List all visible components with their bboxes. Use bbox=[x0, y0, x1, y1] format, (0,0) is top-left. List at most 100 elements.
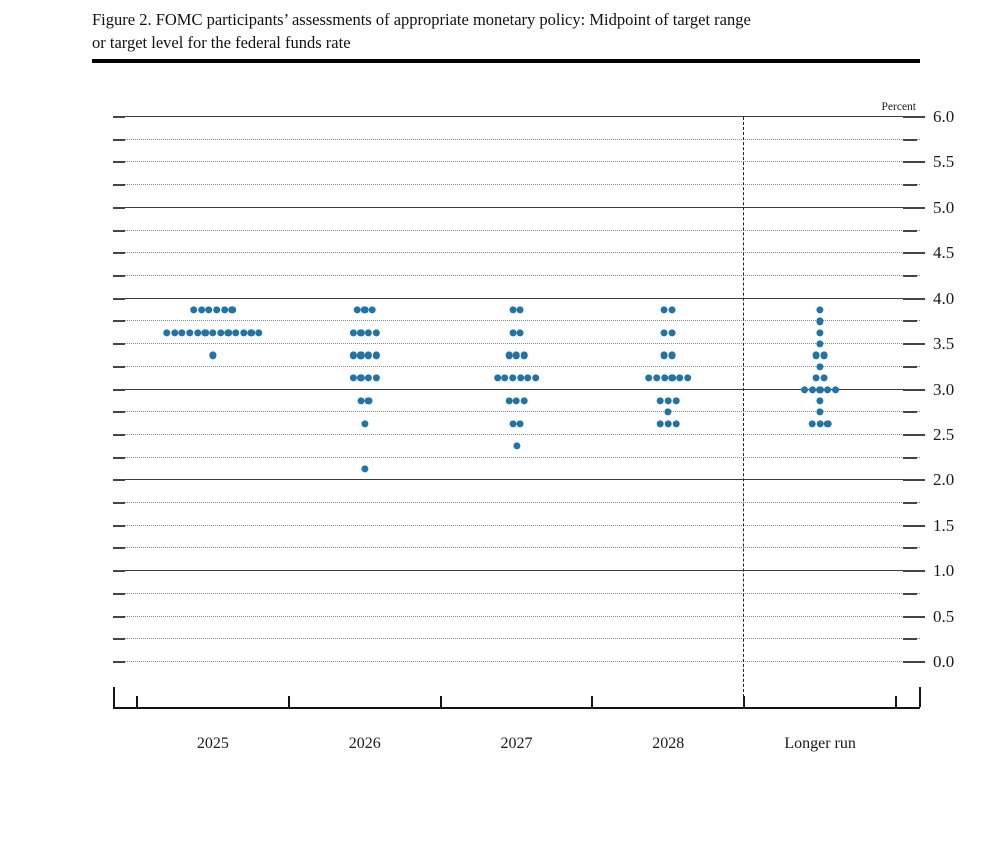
projection-dot bbox=[357, 397, 365, 405]
x-axis-label-longer-run: Longer run bbox=[784, 735, 856, 752]
x-axis-corner-tick bbox=[113, 687, 115, 707]
gridline-5.00 bbox=[113, 206, 920, 208]
dot-row-longer-run-2.625 bbox=[808, 419, 832, 428]
dot-row-2028-3.125 bbox=[645, 374, 692, 382]
projection-dot bbox=[676, 374, 684, 382]
dot-row-2026-3.125 bbox=[349, 374, 380, 382]
gridline-2.00 bbox=[113, 479, 920, 481]
dot-row-2028-2.875 bbox=[657, 397, 680, 405]
y-tick-left bbox=[113, 615, 125, 618]
projection-dot bbox=[657, 397, 665, 405]
gridline-6.00 bbox=[113, 116, 920, 117]
x-axis-label-2025: 2025 bbox=[196, 735, 229, 752]
y-axis-label: 1.5 bbox=[933, 515, 955, 535]
projection-dot bbox=[213, 306, 221, 314]
dot-row-longer-run-3.5 bbox=[816, 340, 824, 348]
projection-dot bbox=[660, 306, 669, 314]
projection-dot bbox=[368, 306, 376, 314]
y-tick-right bbox=[903, 116, 925, 118]
y-tick-left bbox=[113, 388, 125, 391]
dot-row-2026-3.375 bbox=[349, 351, 380, 360]
dot-row-2026-2.625 bbox=[361, 419, 369, 428]
projection-dot bbox=[228, 306, 236, 314]
projection-dot bbox=[668, 351, 676, 360]
x-axis-corner-tick bbox=[919, 687, 921, 707]
x-axis-tick bbox=[439, 696, 442, 707]
dot-row-longer-run-2.875 bbox=[816, 397, 824, 405]
x-axis-tick bbox=[895, 696, 897, 707]
projection-dot bbox=[372, 329, 380, 337]
x-axis-tick bbox=[287, 696, 290, 707]
projection-dot bbox=[812, 351, 820, 360]
dot-row-2027-3.375 bbox=[505, 351, 528, 360]
y-tick-right bbox=[903, 433, 925, 436]
dot-row-longer-run-2.75 bbox=[816, 408, 824, 416]
projection-dot bbox=[816, 419, 824, 428]
y-tick-left bbox=[113, 297, 125, 300]
projection-dot bbox=[372, 351, 380, 360]
gridline-4.00 bbox=[113, 297, 920, 299]
y-axis-label: 2.0 bbox=[933, 470, 955, 490]
dot-row-2025-3.375 bbox=[209, 351, 217, 360]
projection-dot bbox=[831, 385, 840, 394]
projection-dot bbox=[820, 351, 828, 360]
projection-dot bbox=[255, 329, 263, 337]
projection-dot bbox=[364, 374, 373, 382]
projection-dot bbox=[361, 465, 369, 473]
y-tick-right bbox=[903, 297, 925, 300]
gridline-0.50 bbox=[113, 615, 920, 617]
longer-run-separator bbox=[743, 117, 745, 707]
projection-dot bbox=[357, 351, 365, 360]
projection-dot bbox=[664, 419, 672, 428]
projection-dot bbox=[816, 317, 824, 325]
figure-title-line2: or target level for the federal funds ra… bbox=[92, 33, 351, 52]
projection-dot bbox=[668, 306, 676, 314]
dot-row-2027-2.625 bbox=[509, 419, 524, 428]
projection-dot bbox=[516, 329, 524, 337]
y-tick-left bbox=[113, 433, 125, 436]
gridline-0.25 bbox=[113, 638, 920, 640]
y-tick-left bbox=[113, 365, 125, 368]
projection-dot bbox=[816, 363, 824, 371]
y-tick-right bbox=[903, 592, 917, 595]
y-tick-right bbox=[903, 615, 925, 618]
y-tick-right bbox=[903, 638, 917, 641]
dot-row-longer-run-3 bbox=[801, 385, 840, 394]
y-axis-title: Percent bbox=[881, 101, 916, 113]
x-axis-line bbox=[113, 707, 920, 709]
gridline-3.25 bbox=[113, 365, 920, 367]
y-tick-right bbox=[903, 365, 917, 368]
y-axis-label: 6.0 bbox=[933, 107, 955, 126]
gridline-5.75 bbox=[113, 138, 920, 140]
projection-dot bbox=[816, 329, 824, 337]
dot-row-2028-3.625 bbox=[660, 329, 676, 337]
y-tick-left bbox=[113, 343, 125, 346]
projection-dot bbox=[657, 419, 665, 428]
y-tick-left bbox=[113, 161, 125, 164]
dot-row-2028-2.625 bbox=[657, 419, 680, 428]
title-rule bbox=[92, 59, 920, 63]
dot-row-longer-run-3.875 bbox=[816, 306, 824, 314]
projection-dot bbox=[509, 374, 517, 382]
projection-dot bbox=[240, 329, 248, 337]
projection-dot bbox=[178, 329, 186, 337]
projection-dot bbox=[672, 419, 680, 428]
dot-row-longer-run-3.375 bbox=[812, 351, 828, 360]
projection-dot bbox=[816, 340, 824, 348]
projection-dot bbox=[512, 442, 521, 450]
projection-dot bbox=[361, 419, 369, 428]
y-axis-label: 3.5 bbox=[933, 334, 955, 354]
y-tick-right bbox=[903, 161, 925, 164]
dot-row-2025-3.625 bbox=[163, 329, 263, 337]
projection-dot bbox=[505, 397, 513, 405]
projection-dot bbox=[816, 397, 824, 405]
y-tick-right bbox=[903, 343, 925, 346]
y-axis-label: 3.0 bbox=[933, 379, 955, 399]
y-tick-left bbox=[113, 547, 125, 550]
x-axis-label-2027: 2027 bbox=[500, 735, 533, 752]
x-axis-label-2026: 2026 bbox=[348, 735, 381, 752]
gridline-4.25 bbox=[113, 274, 920, 276]
projection-dot bbox=[812, 374, 820, 382]
projection-dot bbox=[357, 329, 365, 337]
